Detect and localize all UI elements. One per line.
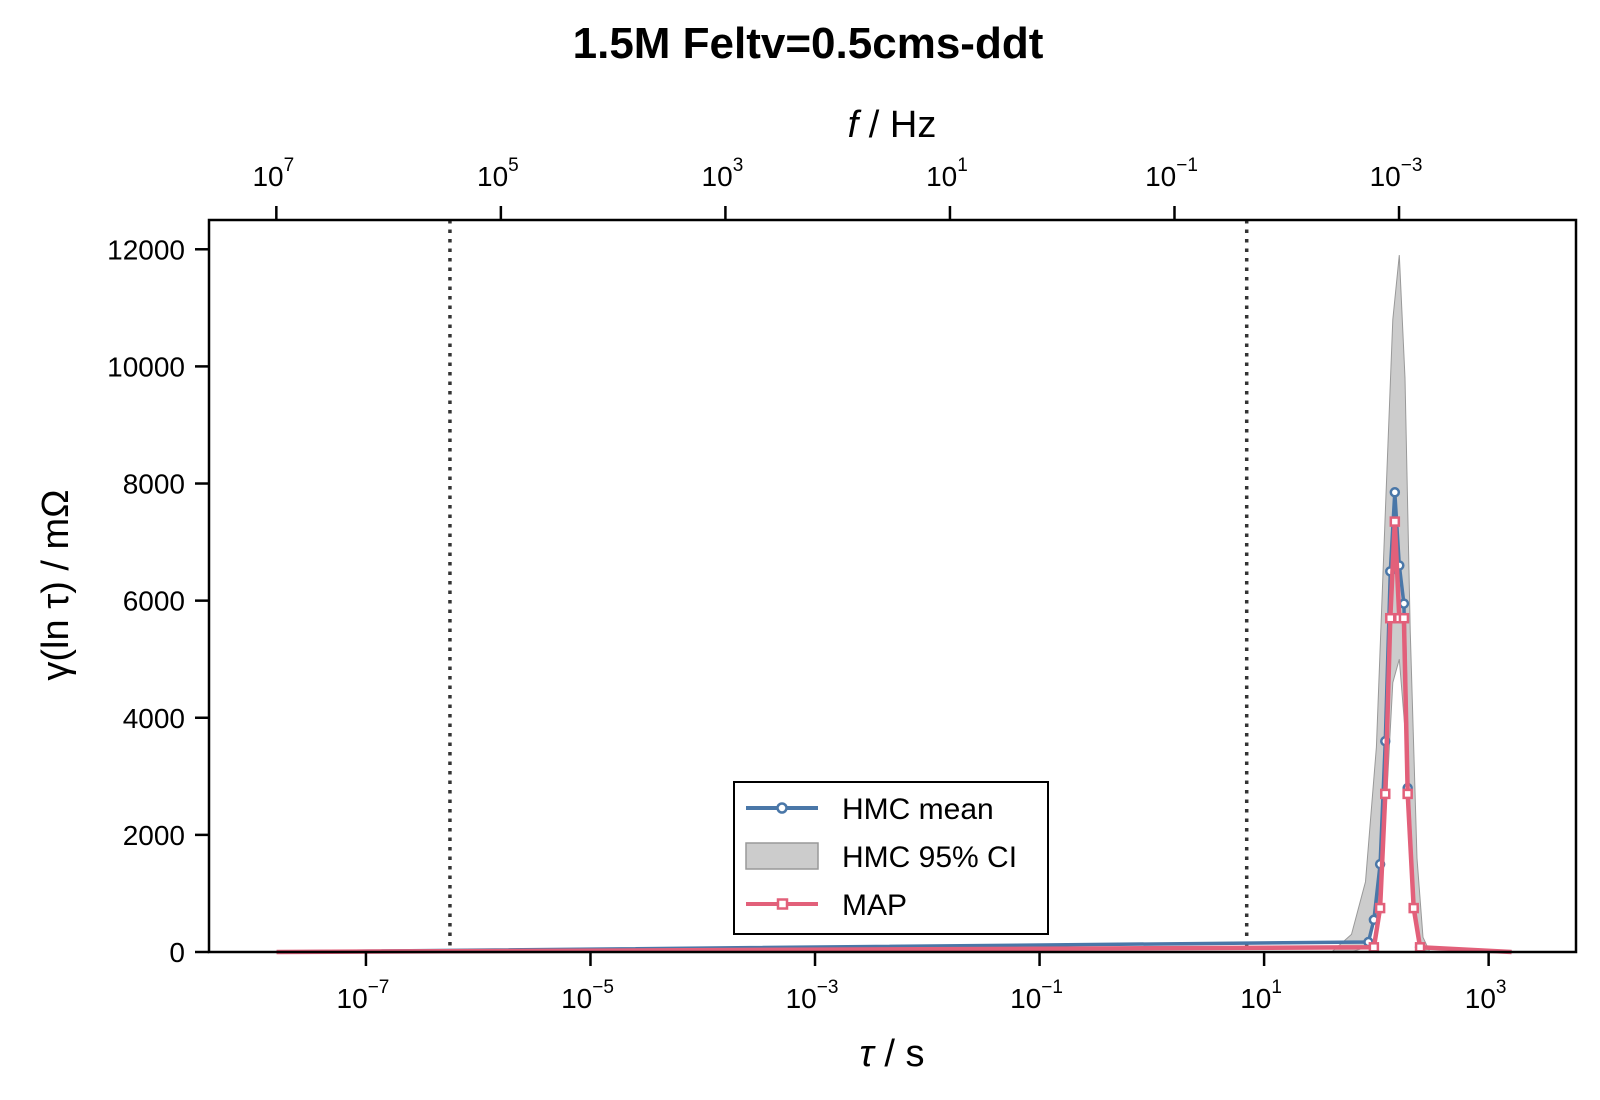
y-tick-label: 6000	[123, 586, 185, 617]
x-tick-exponent: 3	[1496, 977, 1507, 998]
x2-tick-label: 107	[252, 155, 294, 192]
x-tick-base: 10	[561, 983, 592, 1014]
point-map	[1389, 516, 1401, 527]
y-tick-label: 2000	[123, 820, 185, 851]
x2-tick-label: 10−1	[1145, 155, 1198, 192]
legend-label-map: MAP	[842, 889, 907, 922]
x-tick-label: 103	[1465, 977, 1507, 1014]
y-tick-label: 0	[169, 937, 185, 968]
x2-tick-exponent: −1	[1176, 155, 1198, 176]
x2-tick-base: 10	[252, 161, 283, 192]
point-hmc-mean	[1389, 487, 1401, 498]
point-map	[1374, 902, 1386, 914]
x2-tick-label: 105	[477, 155, 519, 192]
point-map	[1408, 902, 1419, 914]
point-map	[1398, 612, 1410, 624]
x-tick-label: 10−1	[1010, 977, 1063, 1014]
point-map	[1414, 942, 1426, 953]
y-tick-label: 8000	[123, 469, 185, 500]
legend-label-hmc-mean: HMC mean	[842, 793, 994, 826]
x2-tick-base: 10	[702, 161, 733, 192]
point-map	[1402, 788, 1413, 800]
x2-tick-base: 10	[477, 161, 508, 192]
legend-marker-hmc-mean	[776, 802, 788, 814]
x-tick-base: 10	[786, 983, 817, 1014]
x-tick-base: 10	[1465, 983, 1496, 1014]
x-tick-exponent: 1	[1271, 977, 1282, 998]
x-tick-base: 10	[1240, 983, 1271, 1014]
point-map	[1380, 788, 1391, 800]
y-tick-label: 4000	[123, 703, 185, 734]
x-tick-exponent: −7	[368, 977, 390, 998]
x-tick-base: 10	[1010, 983, 1041, 1014]
x2-tick-base: 10	[926, 161, 957, 192]
x2-tick-label: 101	[926, 155, 968, 192]
y-tick-label: 12000	[107, 234, 185, 265]
series-line-map	[276, 519, 1512, 955]
x-tick-label: 10−5	[561, 977, 614, 1014]
legend-patch-hmc-95-ci	[745, 842, 819, 870]
x2-axis-label: f / Hz	[848, 104, 937, 146]
x-axis-symbol: τ	[860, 1033, 877, 1075]
point-map	[1368, 942, 1380, 953]
x2-tick-label: 103	[702, 155, 744, 192]
x2-axis-symbol: f	[848, 104, 862, 146]
x-tick-label: 10−3	[786, 977, 839, 1014]
x2-tick-base: 10	[1145, 161, 1176, 192]
x-tick-label: 10−7	[337, 977, 390, 1014]
x2-tick-exponent: 3	[733, 155, 744, 176]
point-hmc-mean	[1398, 598, 1410, 609]
point-map	[1385, 612, 1396, 624]
x2-tick-label: 10−3	[1370, 155, 1423, 192]
x-axis-unit: / s	[874, 1033, 925, 1075]
x2-tick-exponent: 5	[508, 155, 519, 176]
x-tick-exponent: −1	[1041, 977, 1063, 998]
chart-title: 1.5M Feltv=0.5cms-ddt	[573, 19, 1044, 68]
x2-tick-base: 10	[1370, 161, 1401, 192]
x2-tick-exponent: 1	[957, 155, 968, 176]
legend-label-hmc-95-ci: HMC 95% CI	[842, 841, 1017, 874]
x-tick-base: 10	[337, 983, 368, 1014]
x-axis-label: τ / s	[860, 1033, 925, 1075]
plot-area	[276, 220, 1512, 955]
x2-tick-exponent: 7	[284, 155, 295, 176]
x-tick-exponent: −3	[817, 977, 839, 998]
x-tick-label: 101	[1240, 977, 1282, 1014]
legend-marker-map	[776, 898, 789, 910]
y-tick-label: 10000	[107, 351, 185, 382]
x2-axis-unit: / Hz	[858, 104, 936, 146]
x2-tick-exponent: −3	[1401, 155, 1423, 176]
x-tick-exponent: −5	[592, 977, 614, 998]
plot-frame	[207, 218, 1578, 954]
legend: HMC mean HMC 95% CI MAP	[733, 781, 1049, 935]
y-axis-label: γ(ln τ) / mΩ	[35, 489, 77, 680]
